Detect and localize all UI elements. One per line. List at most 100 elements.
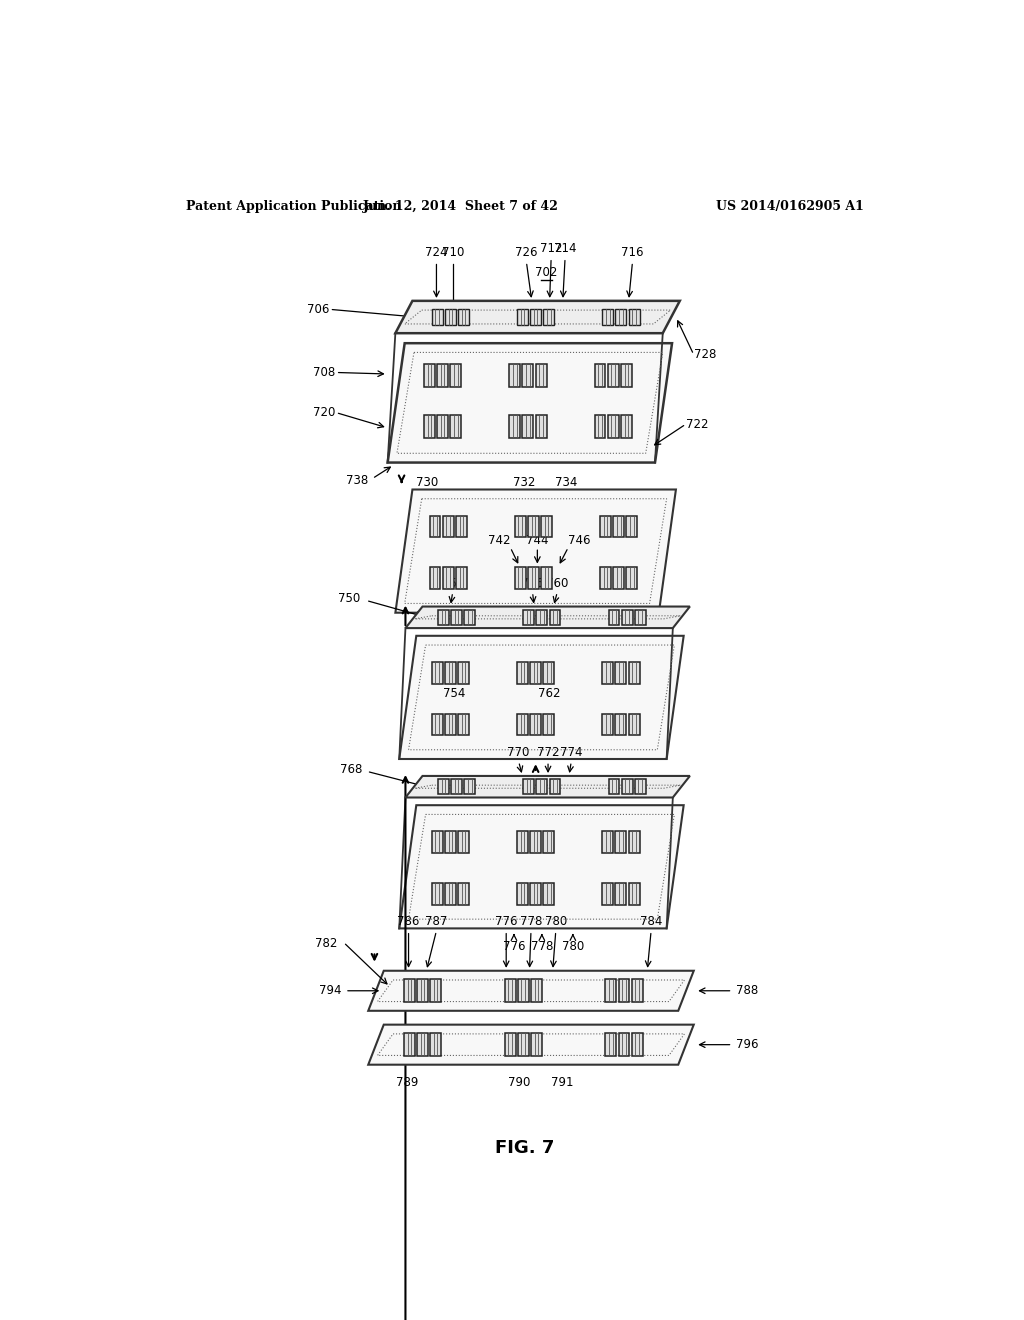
Text: 712: 712 (540, 242, 562, 255)
Bar (530, 883, 541, 904)
Polygon shape (399, 636, 684, 759)
Polygon shape (369, 970, 693, 1011)
Bar (608, 610, 620, 626)
Bar (544, 832, 554, 853)
Polygon shape (399, 805, 684, 928)
Bar (517, 663, 528, 684)
Bar (445, 883, 456, 904)
Bar (613, 568, 625, 589)
Bar (531, 979, 542, 1002)
Text: 724: 724 (425, 246, 447, 259)
Text: 788: 788 (736, 985, 759, 998)
Text: 782: 782 (314, 937, 337, 950)
Bar (509, 364, 520, 387)
Bar (438, 779, 449, 795)
Bar (530, 663, 541, 684)
Bar (438, 610, 449, 626)
Polygon shape (369, 1024, 693, 1065)
Bar (536, 414, 547, 438)
Text: 784: 784 (640, 915, 663, 928)
Bar (600, 516, 611, 537)
Bar (595, 414, 605, 438)
Bar (445, 714, 456, 735)
Bar (537, 610, 547, 626)
Bar (442, 516, 454, 537)
Bar (602, 832, 613, 853)
Text: 744: 744 (526, 535, 549, 548)
Bar (530, 309, 541, 325)
Text: 770: 770 (508, 746, 529, 759)
Bar (595, 364, 605, 387)
Bar (458, 832, 469, 853)
Text: Jun. 12, 2014  Sheet 7 of 42: Jun. 12, 2014 Sheet 7 of 42 (364, 199, 559, 213)
Bar (621, 364, 632, 387)
Bar (515, 568, 525, 589)
Bar (458, 663, 469, 684)
Text: 756: 756 (521, 577, 544, 590)
Bar (522, 364, 534, 387)
Bar (602, 883, 613, 904)
Text: 720: 720 (313, 407, 336, 418)
Bar (605, 1034, 616, 1056)
Text: 750: 750 (338, 593, 360, 606)
Bar (432, 663, 442, 684)
Bar (523, 779, 535, 795)
Bar (629, 663, 640, 684)
Bar (621, 414, 632, 438)
Text: 726: 726 (515, 246, 538, 259)
Bar (629, 883, 640, 904)
Text: 762: 762 (539, 686, 561, 700)
Text: 774: 774 (560, 746, 583, 759)
Bar (442, 568, 454, 589)
Bar (403, 1034, 415, 1056)
Bar (615, 832, 627, 853)
Text: 730: 730 (416, 477, 438, 490)
Text: 754: 754 (443, 686, 466, 700)
Polygon shape (395, 490, 676, 612)
Bar (432, 883, 442, 904)
Bar (515, 516, 525, 537)
Bar (509, 414, 520, 438)
Bar (622, 779, 633, 795)
Text: 752: 752 (441, 577, 464, 590)
Bar (550, 779, 560, 795)
Text: 746: 746 (568, 535, 591, 548)
Text: 780: 780 (562, 940, 584, 953)
Bar (522, 414, 534, 438)
Bar (602, 714, 613, 735)
Bar (536, 364, 547, 387)
Bar (531, 1034, 542, 1056)
Bar (518, 979, 528, 1002)
Bar (544, 714, 554, 735)
Polygon shape (388, 343, 672, 462)
Bar (437, 414, 449, 438)
Bar (517, 309, 528, 325)
Text: 772: 772 (537, 746, 559, 759)
Bar (505, 1034, 515, 1056)
Text: 796: 796 (736, 1038, 759, 1051)
Bar (430, 979, 441, 1002)
Bar (445, 663, 456, 684)
Text: 714: 714 (554, 242, 577, 255)
Bar (518, 1034, 528, 1056)
Bar (417, 1034, 428, 1056)
Bar (632, 979, 643, 1002)
Bar (505, 979, 515, 1002)
Bar (607, 414, 618, 438)
Bar (542, 516, 552, 537)
Bar (627, 516, 637, 537)
Text: 787: 787 (425, 915, 447, 928)
Bar (437, 364, 449, 387)
Bar (451, 414, 461, 438)
Text: 778: 778 (520, 915, 542, 928)
Bar (456, 568, 467, 589)
Bar (451, 364, 461, 387)
Text: 710: 710 (442, 246, 465, 259)
Bar (615, 663, 627, 684)
Bar (464, 610, 475, 626)
Polygon shape (406, 607, 690, 628)
Bar (528, 568, 539, 589)
Text: 722: 722 (686, 417, 709, 430)
Text: 780: 780 (545, 915, 567, 928)
Bar (618, 979, 630, 1002)
